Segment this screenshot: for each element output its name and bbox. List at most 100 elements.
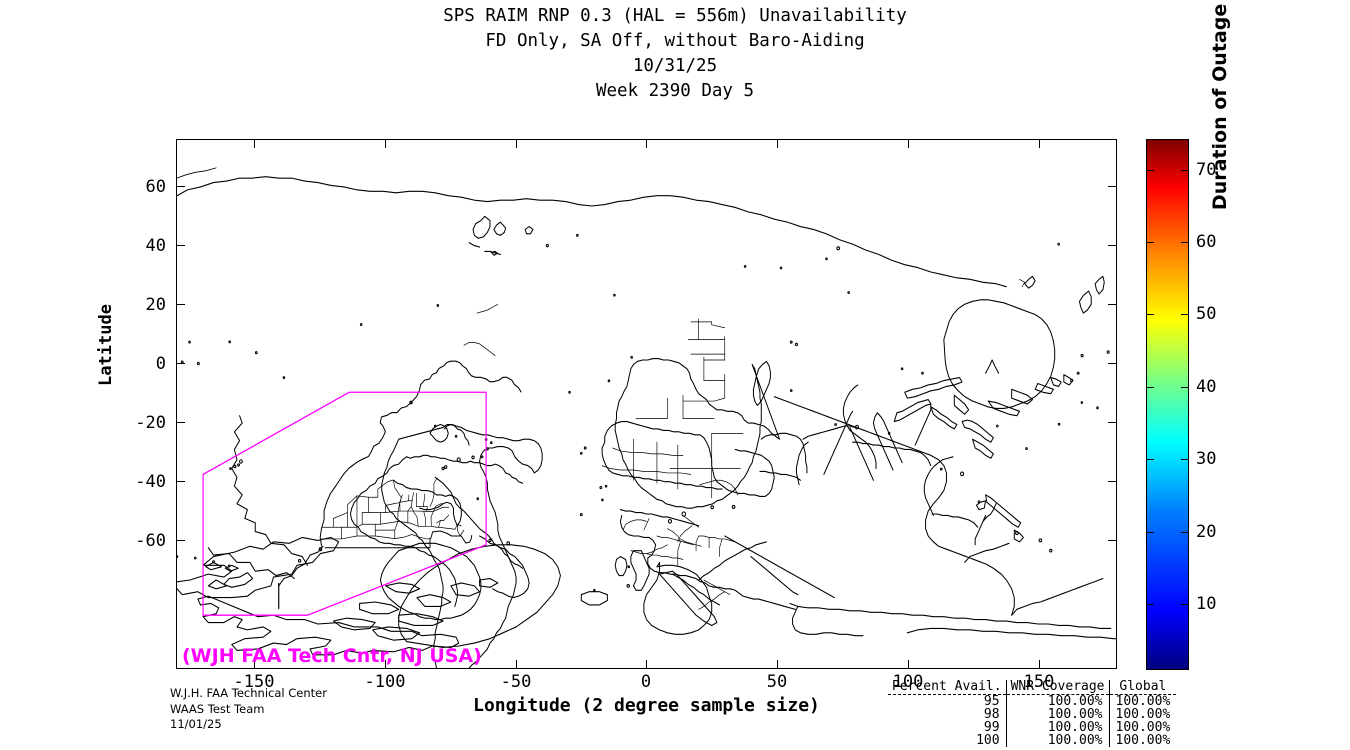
ytick-m60: [176, 540, 185, 541]
stats-header-global: Global: [1108, 680, 1177, 695]
xtick-m150-top: [254, 139, 255, 148]
xtick-50-top: [777, 139, 778, 148]
ytick-m20: [176, 422, 185, 423]
xtick-100-top: [908, 139, 909, 148]
stats-cell-global: 100.00%: [1108, 694, 1177, 708]
chart-title-block: SPS RAIM RNP 0.3 (HAL = 556m) Unavailabi…: [0, 4, 1350, 104]
availability-stats-table: Percent Avail. WNR Coverage Global 95 10…: [888, 680, 1177, 748]
cbtick-60-right: [1181, 242, 1189, 243]
stats-cell-wnr: 100.00%: [1005, 721, 1109, 734]
cbtick-30-left: [1146, 459, 1154, 460]
stats-cell-global: 100.00%: [1108, 708, 1177, 721]
credit-line-3: 11/01/25: [170, 717, 222, 731]
ytick-m20-right: [1108, 422, 1117, 423]
world-map-plot: [176, 139, 1117, 669]
xtick-m100: [385, 660, 386, 669]
x-axis-title: Longitude (2 degree sample size): [473, 695, 820, 716]
stats-cell-percent: 99: [983, 720, 1000, 735]
xtick-50: [777, 660, 778, 669]
stats-table-element: Percent Avail. WNR Coverage Global 95 10…: [888, 680, 1177, 748]
credit-line-1: W.J.H. FAA Technical Center: [170, 686, 327, 700]
stats-cell-global: 100.00%: [1108, 734, 1177, 747]
cbtick-label-50: 50: [1196, 304, 1217, 324]
coastlines-group: [177, 167, 1116, 668]
xtick-0: [646, 660, 647, 669]
cbtick-label-70: 70: [1196, 160, 1217, 180]
xtick-150-top: [1039, 139, 1040, 148]
colorbar-title: Duration of Outage (min): [1209, 0, 1231, 211]
cbtick-label-10: 10: [1196, 594, 1217, 614]
xtick-0-top: [646, 139, 647, 148]
xtick-label-m50: -50: [500, 672, 532, 692]
cbtick-20-left: [1146, 532, 1154, 533]
watermark-label: (WJH FAA Tech Cntr, NJ USA): [182, 645, 482, 667]
cbtick-50-right: [1181, 314, 1189, 315]
cbtick-60-left: [1146, 242, 1154, 243]
cbtick-label-40: 40: [1196, 377, 1217, 397]
stats-header-wnr: WNR Coverage: [1005, 680, 1109, 695]
cbtick-30-right: [1181, 459, 1189, 460]
stats-cell-wnr: 100.00%: [1005, 694, 1109, 708]
cbtick-40-right: [1181, 387, 1189, 388]
stats-cell-wnr: 100.00%: [1005, 708, 1109, 721]
cbtick-70-left: [1146, 170, 1154, 171]
cbtick-40-left: [1146, 387, 1154, 388]
xtick-150: [1039, 660, 1040, 669]
ytick-label-40: 40: [145, 236, 166, 256]
table-row: 99 100.00% 100.00%: [888, 720, 1177, 735]
stats-cell-percent: 98: [983, 707, 1000, 722]
ytick-label-60: 60: [145, 177, 166, 197]
ytick-0: [176, 363, 185, 364]
colorbar-group: 70 60 50 40 30 20 10: [1146, 139, 1216, 670]
xtick-m150: [254, 660, 255, 669]
title-line-1: SPS RAIM RNP 0.3 (HAL = 556m) Unavailabi…: [443, 6, 907, 26]
stats-cell-percent: 100: [976, 733, 1000, 748]
ytick-m40-right: [1108, 481, 1117, 482]
xtick-m50: [516, 660, 517, 669]
stats-header-row: Percent Avail. WNR Coverage Global: [888, 680, 1177, 695]
title-line-3: 10/31/25: [632, 56, 718, 76]
title-line-4: Week 2390 Day 5: [595, 81, 755, 101]
cbtick-10-right: [1181, 604, 1189, 605]
xtick-label-0: 0: [640, 672, 652, 692]
stats-cell-global: 100.00%: [1108, 721, 1177, 734]
cbtick-70-right: [1181, 170, 1189, 171]
title-line-2: FD Only, SA Off, without Baro-Aiding: [485, 31, 865, 51]
credit-block: W.J.H. FAA Technical Center WAAS Test Te…: [170, 686, 327, 733]
ytick-label-20: 20: [145, 295, 166, 315]
ytick-label-0: 0: [155, 354, 166, 374]
y-axis-title: Latitude: [96, 304, 116, 386]
xtick-label-m100: -100: [364, 672, 406, 692]
ytick-60: [176, 186, 185, 187]
table-row: 100 100.00% 100.00%: [888, 733, 1177, 748]
ytick-20: [176, 304, 185, 305]
cbtick-20-right: [1181, 532, 1189, 533]
ytick-label-m60: -60: [135, 531, 166, 551]
ytick-label-m40: -40: [135, 472, 166, 492]
colorbar-gradient: [1146, 139, 1189, 670]
credit-line-2: WAAS Test Team: [170, 701, 265, 716]
ytick-20-right: [1108, 304, 1117, 305]
map-svg: [177, 167, 1116, 668]
ytick-40-right: [1108, 245, 1117, 246]
table-row: 95 100.00% 100.00%: [888, 694, 1177, 708]
wnr-coverage-polygon: [202, 391, 487, 616]
ytick-m60-right: [1108, 540, 1117, 541]
cbtick-label-60: 60: [1196, 232, 1217, 252]
cbtick-label-30: 30: [1196, 449, 1217, 469]
ytick-m40: [176, 481, 185, 482]
xtick-label-50: 50: [766, 672, 788, 692]
cbtick-10-left: [1146, 604, 1154, 605]
cbtick-50-left: [1146, 314, 1154, 315]
ytick-0-right: [1108, 363, 1117, 364]
stats-header-percent: Percent Avail.: [888, 680, 1007, 695]
table-row: 98 100.00% 100.00%: [888, 707, 1177, 722]
xtick-100: [908, 660, 909, 669]
cbtick-label-20: 20: [1196, 522, 1217, 542]
stats-cell-wnr: 100.00%: [1005, 734, 1109, 747]
xtick-m50-top: [516, 139, 517, 148]
xtick-label-m150: -150: [233, 672, 275, 692]
ytick-40: [176, 245, 185, 246]
ytick-60-right: [1108, 186, 1117, 187]
xtick-m100-top: [385, 139, 386, 148]
